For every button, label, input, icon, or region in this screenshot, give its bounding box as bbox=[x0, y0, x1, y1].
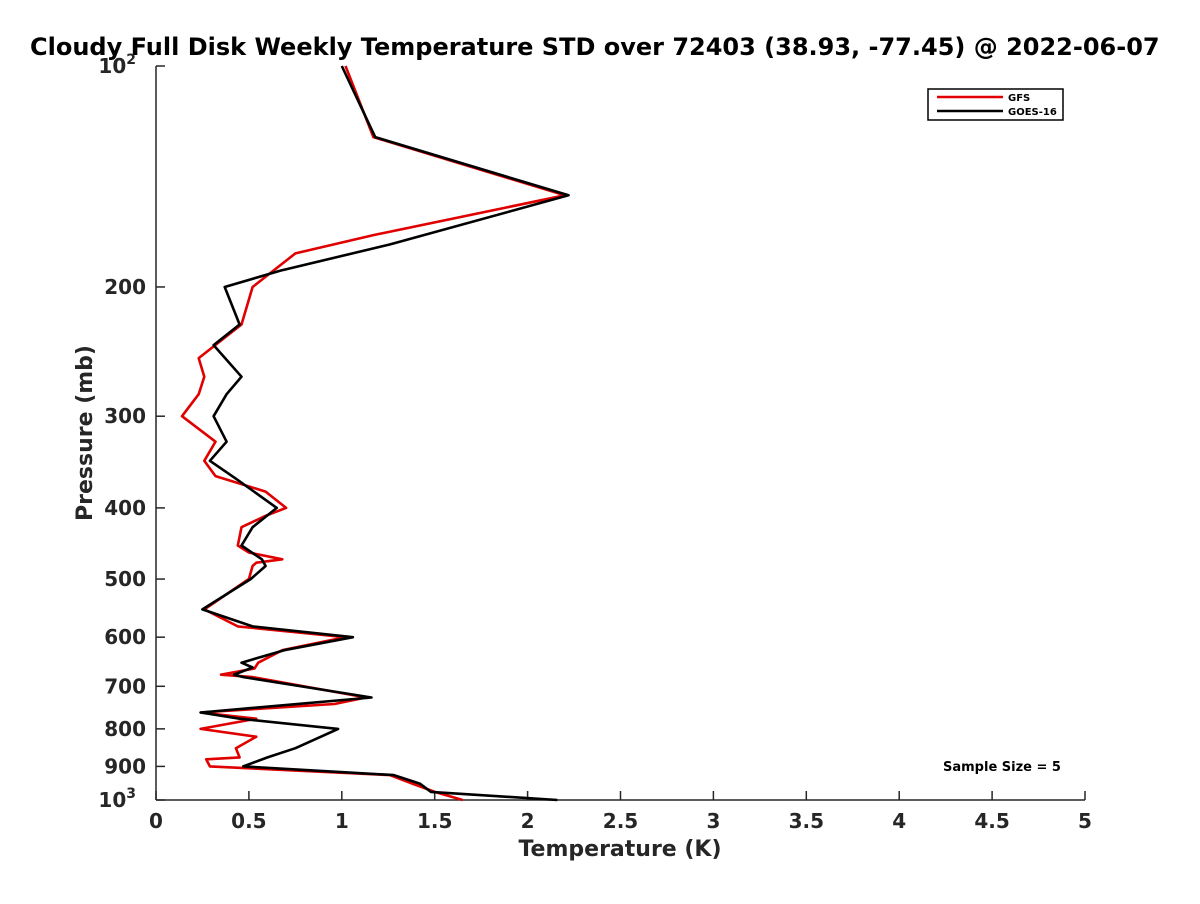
y-tick-label: 103 bbox=[98, 786, 136, 812]
y-tick-label: 200 bbox=[104, 275, 146, 299]
x-tick-label: 0 bbox=[149, 809, 163, 833]
x-tick-label: 1.5 bbox=[417, 809, 452, 833]
legend-box bbox=[927, 88, 1064, 121]
x-tick-label: 3 bbox=[706, 809, 720, 833]
legend: GFS GOES-16 bbox=[927, 88, 1064, 121]
y-tick-label: 700 bbox=[104, 674, 146, 698]
x-tick-label: 4.5 bbox=[974, 809, 1009, 833]
x-axis-label: Temperature (K) bbox=[518, 837, 721, 862]
plot-area: 0 0.5 1 1.5 2 2.5 3 3.5 4 4.5 5 102 200 300 400 500 600 7… bbox=[98, 52, 1092, 833]
sample-size-annotation: Sample Size = 5 bbox=[943, 760, 1061, 775]
x-tick-label: 2 bbox=[521, 809, 535, 833]
x-tick-label: 3.5 bbox=[789, 809, 824, 833]
series-line-goes-16 bbox=[199, 65, 570, 802]
x-tick-label: 5 bbox=[1078, 809, 1092, 833]
legend-label-goes-16: GOES-16 bbox=[1008, 107, 1057, 118]
y-tick-label: 600 bbox=[104, 625, 146, 649]
chart-title: Cloudy Full Disk Weekly Temperature STD … bbox=[30, 33, 1160, 61]
x-tick-label: 2.5 bbox=[603, 809, 638, 833]
y-tick-label: 300 bbox=[104, 404, 146, 428]
y-axis-label: Pressure (mb) bbox=[73, 345, 98, 521]
x-tick-label: 4 bbox=[892, 809, 906, 833]
y-tick-label: 400 bbox=[104, 496, 146, 520]
x-tick-label: 1 bbox=[335, 809, 349, 833]
series-line-gfs bbox=[180, 65, 567, 802]
legend-label-gfs: GFS bbox=[1008, 93, 1030, 104]
y-tick-label: 102 bbox=[98, 52, 136, 78]
x-tick-label: 0.5 bbox=[231, 809, 266, 833]
y-tick-label: 500 bbox=[104, 567, 146, 591]
y-tick-label: 900 bbox=[104, 754, 146, 778]
y-tick-label: 800 bbox=[104, 717, 146, 741]
